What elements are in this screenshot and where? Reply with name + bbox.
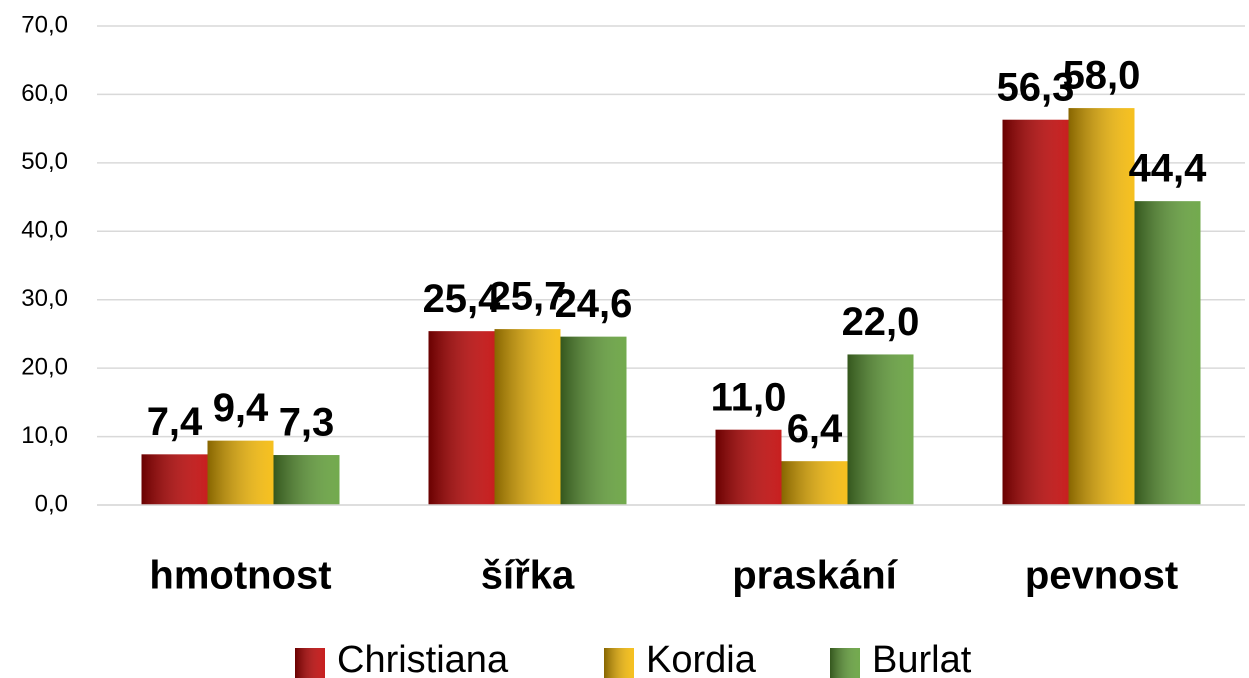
data-label: 11,0 — [711, 375, 787, 419]
legend-label: Burlat — [872, 639, 972, 678]
bar — [715, 429, 782, 505]
legend-swatch-shade — [604, 648, 634, 678]
bar — [494, 329, 561, 505]
bar — [1068, 108, 1135, 505]
x-tick-label: praskání — [732, 554, 898, 598]
y-tick-label: 60,0 — [21, 80, 68, 107]
data-label: 6,4 — [787, 407, 843, 451]
bar — [428, 331, 495, 505]
data-label: 7,3 — [279, 401, 335, 445]
data-label: 7,4 — [147, 400, 203, 444]
data-label: 22,0 — [842, 300, 920, 344]
bar — [847, 354, 914, 505]
data-label: 58,0 — [1063, 54, 1141, 98]
legend-label: Kordia — [646, 639, 757, 678]
bar — [141, 454, 208, 505]
y-tick-label: 0,0 — [35, 490, 68, 517]
data-label: 44,4 — [1129, 147, 1208, 191]
y-tick-label: 40,0 — [21, 217, 68, 244]
data-label: 24,6 — [555, 282, 633, 326]
data-label: 9,4 — [213, 386, 269, 430]
bar — [560, 336, 627, 505]
legend-swatch-shade — [830, 648, 860, 678]
bar — [1002, 119, 1069, 506]
y-tick-label: 50,0 — [21, 148, 68, 175]
data-label: 56,3 — [997, 65, 1075, 109]
x-tick-label: hmotnost — [149, 554, 331, 598]
data-label: 25,4 — [423, 277, 502, 321]
y-tick-label: 10,0 — [21, 422, 68, 449]
y-tick-label: 30,0 — [21, 285, 68, 312]
bar — [273, 455, 340, 505]
y-tick-label: 20,0 — [21, 353, 68, 380]
bar — [1134, 201, 1201, 506]
legend-swatch-shade — [295, 648, 325, 678]
bar — [781, 461, 848, 505]
x-tick-label: pevnost — [1025, 554, 1178, 598]
data-label: 25,7 — [489, 275, 567, 319]
legend-label: Christiana — [337, 639, 509, 678]
x-tick-label: šířka — [481, 554, 575, 598]
y-tick-label: 70,0 — [21, 11, 68, 38]
bar — [207, 440, 274, 505]
